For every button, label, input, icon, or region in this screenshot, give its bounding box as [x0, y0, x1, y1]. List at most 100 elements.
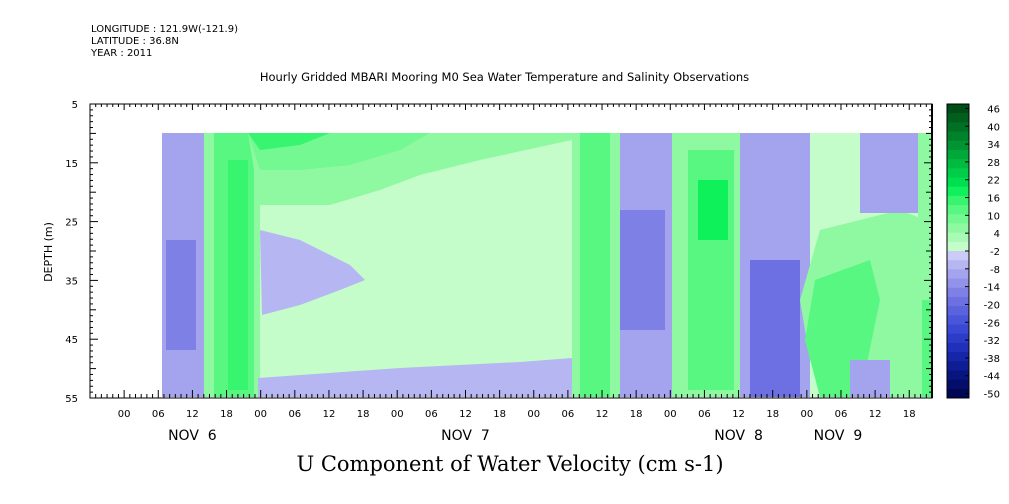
colorbar-label: -20: [984, 300, 1000, 311]
colorbar-swatch: [947, 113, 969, 123]
colorbar-swatch: [947, 149, 969, 160]
colorbar-label: -44: [984, 372, 1000, 383]
colorbar-label: 46: [987, 104, 1000, 115]
colorbar-swatch: [947, 379, 969, 390]
x-tick-label: 12: [869, 409, 882, 420]
date-label: NOV 9: [814, 428, 863, 444]
y-tick-label: 5: [72, 100, 78, 111]
colorbar: 46 40 34 28 22 16 10 4 -2 -8 -14 -20 -26 -32 -38 -44 -50: [946, 103, 1000, 401]
colorbar-swatch: [947, 278, 969, 289]
colorbar-swatch: [947, 361, 969, 371]
colorbar-label: -14: [984, 283, 1000, 294]
colorbar-label: -26: [984, 318, 1000, 329]
colorbar-swatch: [947, 251, 969, 261]
colorbar-swatch: [947, 342, 969, 353]
x-tick-label: 00: [527, 409, 540, 420]
colorbar-swatch: [947, 131, 969, 142]
colorbar-swatch: [947, 232, 969, 243]
longitude-label: LONGITUDE : 121.9W(-121.9): [91, 24, 238, 35]
heatmap-region-green-2b: [580, 133, 610, 397]
colorbar-label: -8: [990, 265, 1000, 276]
y-axis-label: DEPTH (m): [42, 222, 55, 282]
x-tick-label: 12: [596, 409, 609, 420]
colorbar-swatch: [947, 269, 969, 280]
colorbar-swatch: [947, 315, 969, 325]
heatmap-region-blue-wedge: [260, 230, 365, 315]
colorbar-swatch: [947, 352, 969, 362]
x-tick-label: 06: [698, 409, 711, 420]
colorbar-label: 28: [987, 158, 1000, 169]
heatmap-region-blue-3b: [750, 260, 800, 397]
colorbar-swatch: [947, 296, 969, 307]
colorbar-label: -32: [984, 336, 1000, 347]
x-tick-label: 06: [425, 409, 438, 420]
colorbar-swatch: [947, 177, 969, 188]
x-tick-label: 18: [493, 409, 506, 420]
x-tick-label: 18: [766, 409, 779, 420]
y-tick-label: 55: [65, 394, 78, 405]
heatmap-region-green-5b: [922, 300, 932, 397]
heatmap-field: [162, 133, 932, 397]
colorbar-swatch: [947, 324, 969, 335]
colorbar-label: 34: [987, 140, 1000, 151]
colorbar-swatch: [947, 186, 969, 197]
colorbar-swatch: [947, 168, 969, 178]
colorbar-swatch: [947, 287, 969, 298]
colorbar-label: 10: [987, 211, 1000, 222]
heatmap-region-green-3c: [698, 180, 728, 240]
colorbar-swatch: [947, 388, 969, 399]
heatmap-region-blue-left-dark: [166, 240, 196, 350]
colorbar-swatch: [947, 214, 969, 224]
heatmap-region-blue-4b: [850, 360, 890, 397]
x-tick-label: 12: [323, 409, 336, 420]
colorbar-swatch: [947, 122, 969, 133]
y-tick-label: 45: [65, 335, 78, 346]
date-label: NOV 8: [714, 428, 763, 444]
x-tick-label: 12: [459, 409, 472, 420]
colorbar-swatch: [947, 306, 969, 316]
colorbar-swatch: [947, 104, 969, 114]
chart-title: Hourly Gridded MBARI Mooring M0 Sea Wate…: [259, 70, 750, 84]
colorbar-swatch: [947, 241, 969, 252]
y-tick-label: 15: [65, 159, 78, 170]
latitude-label: LATITUDE : 36.8N: [91, 36, 179, 47]
colorbar-label: 4: [994, 229, 1000, 240]
x-axis: 00 06 12 18 00 06 12 18 00 06 12 18 00 06 12 18 00 06 12 18…: [89, 104, 933, 444]
x-tick-label: 00: [254, 409, 267, 420]
date-label: NOV 7: [441, 428, 490, 444]
x-tick-label: 06: [562, 409, 575, 420]
heatmap-region-blue-4: [860, 133, 920, 213]
y-tick-label: 25: [65, 218, 78, 229]
x-tick-label: 06: [152, 409, 165, 420]
x-tick-label: 00: [118, 409, 131, 420]
colorbar-swatch: [947, 370, 969, 381]
colorbar-swatch: [947, 205, 969, 215]
x-tick-label: 12: [186, 409, 199, 420]
heatmap-region-blue-bottom: [258, 358, 572, 397]
colorbar-swatch: [947, 159, 969, 169]
colorbar-label: -50: [984, 390, 1000, 401]
year-label: YEAR : 2011: [91, 48, 153, 59]
heatmap-region-blue-2b: [620, 210, 665, 330]
y-axis: 5 15 25 35 45 55: [65, 100, 932, 405]
x-tick-label: 18: [903, 409, 916, 420]
x-tick-label: 00: [800, 409, 813, 420]
colorbar-swatch: [947, 140, 969, 151]
y-tick-label: 35: [65, 276, 78, 287]
colorbar-label: 40: [987, 122, 1000, 133]
colorbar-swatch: [947, 260, 969, 270]
colorbar-label: -2: [990, 247, 1000, 258]
colorbar-label: -38: [984, 354, 1000, 365]
colorbar-swatch: [947, 333, 969, 344]
heatmap-region-green-top3: [248, 133, 330, 150]
footer-title: U Component of Water Velocity (cm s-1): [296, 452, 724, 476]
x-tick-label: 06: [835, 409, 848, 420]
colorbar-label: 22: [987, 176, 1000, 187]
heatmap-region-green-1c: [228, 160, 248, 390]
x-tick-label: 00: [664, 409, 677, 420]
x-tick-label: 18: [220, 409, 233, 420]
colorbar-label: 16: [987, 194, 1000, 205]
colorbar-swatch: [947, 223, 969, 234]
x-tick-label: 12: [732, 409, 745, 420]
